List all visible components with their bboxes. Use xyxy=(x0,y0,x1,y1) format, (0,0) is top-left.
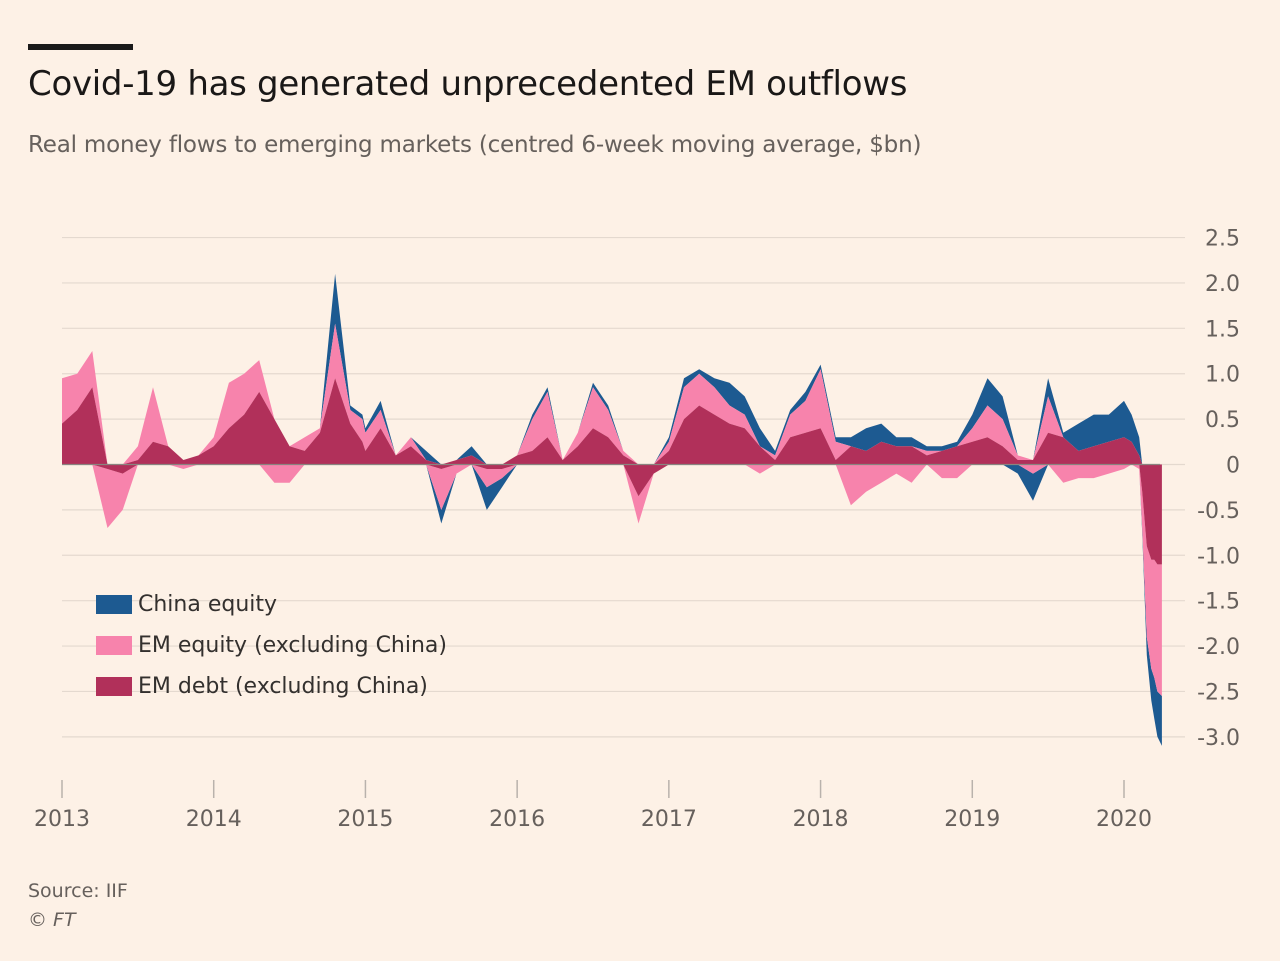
stacked-areas xyxy=(62,273,1162,746)
header-rule xyxy=(28,44,133,50)
y-tick-label: 0.5 xyxy=(1205,408,1240,433)
y-tick-label: 1.0 xyxy=(1205,363,1240,388)
legend-label-china-equity: China equity xyxy=(138,592,278,617)
legend-swatch-em-debt xyxy=(96,677,132,696)
area-positive-em-equity-excluding-china xyxy=(62,323,1162,465)
x-tick-label: 2016 xyxy=(489,807,545,832)
legend-item-china-equity: China equity xyxy=(96,584,447,625)
y-tick-label: -3.0 xyxy=(1197,726,1240,751)
y-tick-label: 2.5 xyxy=(1205,227,1240,252)
y-tick-label: 0 xyxy=(1226,453,1240,478)
legend-label-em-debt: EM debt (excluding China) xyxy=(138,674,428,699)
y-tick-label: -2.5 xyxy=(1197,680,1240,705)
x-tick-label: 2020 xyxy=(1096,807,1152,832)
legend-item-em-equity: EM equity (excluding China) xyxy=(96,625,447,666)
legend-item-em-debt: EM debt (excluding China) xyxy=(96,666,447,707)
legend: China equity EM equity (excluding China)… xyxy=(96,584,447,707)
x-tick-label: 2015 xyxy=(337,807,393,832)
chart-subtitle: Real money flows to emerging markets (ce… xyxy=(28,132,922,158)
y-tick-label: -0.5 xyxy=(1197,499,1240,524)
x-tick-label: 2019 xyxy=(944,807,1000,832)
legend-swatch-em-equity xyxy=(96,636,132,655)
x-tick-label: 2014 xyxy=(186,807,242,832)
legend-swatch-china-equity xyxy=(96,595,132,614)
y-tick-label: 2.0 xyxy=(1205,272,1240,297)
legend-label-em-equity: EM equity (excluding China) xyxy=(138,633,447,658)
x-axis: 2013 2014 2015 2016 2017 2018 2019 2020 xyxy=(34,780,1152,832)
x-tick-label: 2013 xyxy=(34,807,90,832)
y-axis: 2.5 2.0 1.5 1.0 0.5 0 -0.5 -1.0 -1.5 -2.0 -2.5 -3.0 xyxy=(1197,227,1240,751)
source-note: Source: IIF xyxy=(28,880,128,902)
x-tick-label: 2018 xyxy=(793,807,849,832)
chart-title: Covid-19 has generated unprecedented EM … xyxy=(28,64,908,104)
area-positive-em-debt-excluding-china xyxy=(62,378,1162,465)
chart-area: 2013 2014 2015 2016 2017 2018 2019 2020 2.5 2.0 1… xyxy=(34,227,1240,832)
y-tick-label: -1.5 xyxy=(1197,590,1240,615)
area-negative-em-debt-excluding-china xyxy=(62,464,1162,565)
x-tick-label: 2017 xyxy=(641,807,697,832)
y-tick-label: 1.5 xyxy=(1205,317,1240,342)
copyright-note: © FT xyxy=(28,909,76,931)
y-tick-label: -1.0 xyxy=(1197,544,1240,569)
area-positive-china-equity xyxy=(62,273,1162,465)
y-tick-label: -2.0 xyxy=(1197,635,1240,660)
